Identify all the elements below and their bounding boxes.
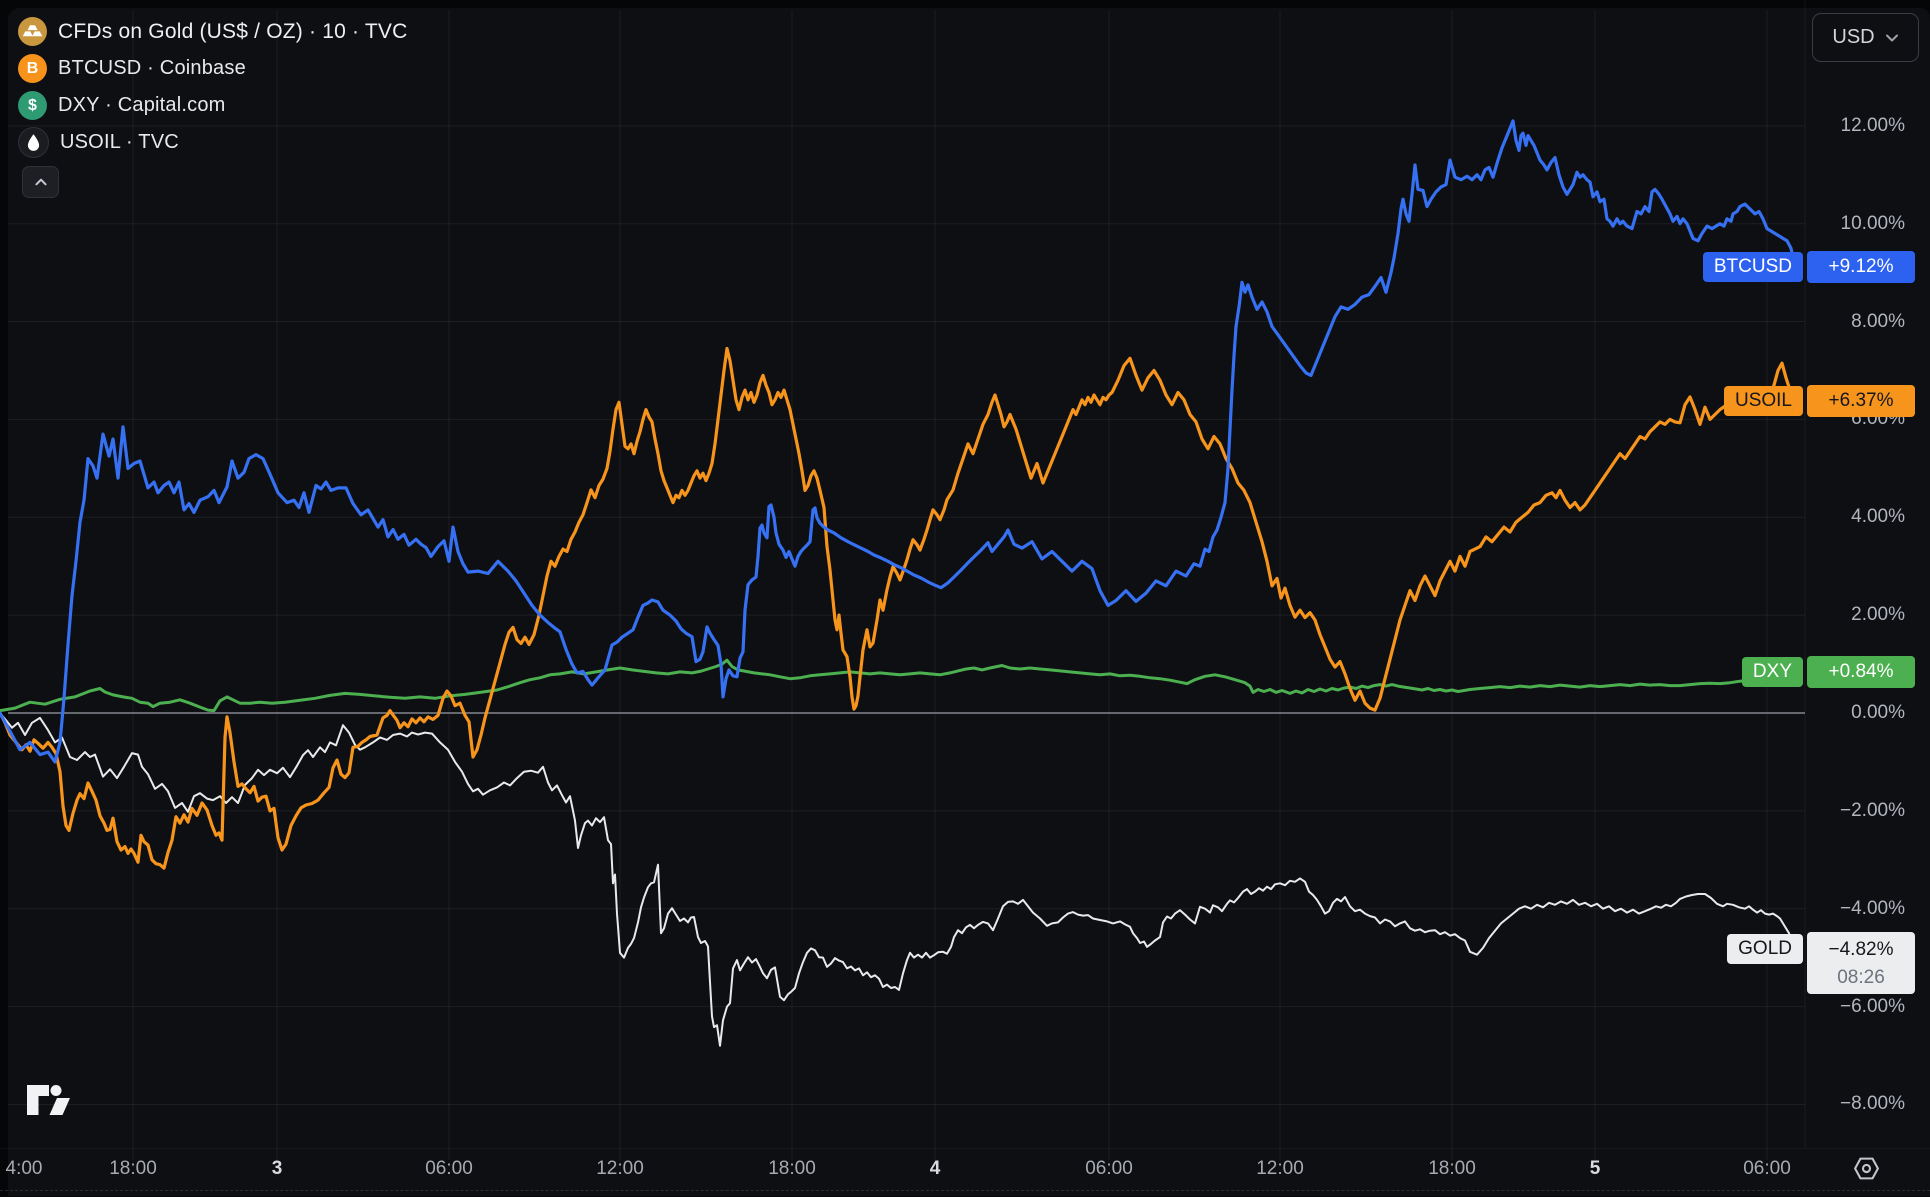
legend: CFDs on Gold (US$ / OZ) · 10 · TVC B BTC… [18,15,408,159]
y-axis-label: −8.00% [1810,1092,1905,1116]
legend-title[interactable]: BTCUSD · Coinbase [58,57,246,80]
x-axis-label: 18:00 [1407,1149,1497,1187]
gold-series-line[interactable] [0,713,1795,1046]
x-axis-label: 12:00 [1235,1149,1325,1187]
usoil-series-label: USOIL [1724,386,1803,416]
gold-price-tag: −4.82%08:26 [1807,932,1915,994]
gold-countdown-timer: 08:26 [1837,965,1885,991]
y-axis-label: −4.00% [1810,897,1905,921]
btcusd-price-tag: +9.12% [1807,251,1915,283]
x-axis-label: 3 [232,1149,322,1187]
legend-row-dxy[interactable]: $ DXY · Capital.com [18,89,408,122]
legend-row-btcusd[interactable]: B BTCUSD · Coinbase [18,52,408,85]
usoil-price-tag: +6.37% [1807,385,1915,417]
dxy-series-label: DXY [1742,657,1803,687]
btcusd-price-tag-value: +9.12% [1829,252,1894,282]
dxy-series-line[interactable] [0,660,1795,710]
legend-row-gold[interactable]: CFDs on Gold (US$ / OZ) · 10 · TVC [18,15,408,48]
btcusd-series-line[interactable] [0,121,1795,762]
gold-bars-icon [18,17,47,46]
x-axis-label: 18:00 [747,1149,837,1187]
bitcoin-icon: B [18,54,47,83]
gold-price-tag-value: −4.82% [1829,935,1894,965]
x-axis-label: 06:00 [1722,1149,1812,1187]
bottom-separator [0,1190,1930,1191]
currency-label: USD [1832,26,1874,49]
y-axis-label: −6.00% [1810,995,1905,1019]
y-axis-label: 2.00% [1810,603,1905,627]
btcusd-series-label: BTCUSD [1703,252,1803,282]
x-axis-label: 5 [1550,1149,1640,1187]
legend-title[interactable]: DXY · Capital.com [58,94,226,117]
gold-series-label: GOLD [1727,934,1803,964]
dxy-price-tag: +0.84% [1807,656,1915,688]
oil-drop-icon [18,127,49,158]
usoil-series-line[interactable] [0,349,1795,869]
y-axis-label: 8.00% [1810,310,1905,334]
legend-row-usoil[interactable]: USOIL · TVC [18,126,408,159]
x-axis-label: 4:00 [0,1149,69,1187]
x-axis-label: 06:00 [1064,1149,1154,1187]
tradingview-logo[interactable] [26,1084,82,1121]
legend-collapse-button[interactable] [22,166,59,198]
usoil-price-tag-value: +6.37% [1829,386,1894,416]
dxy-price-tag-value: +0.84% [1829,657,1894,687]
bitcoin-glyph: B [27,60,39,78]
settings-hexagon-icon [1853,1155,1880,1182]
chart-settings-button[interactable] [1848,1150,1884,1186]
y-axis-label: 12.00% [1810,114,1905,138]
x-axis-label: 12:00 [575,1149,665,1187]
legend-title[interactable]: USOIL · TVC [60,131,179,154]
dollar-glyph: $ [28,97,37,115]
y-axis-label: −2.00% [1810,799,1905,823]
dollar-icon: $ [18,91,47,120]
legend-title[interactable]: CFDs on Gold (US$ / OZ) · 10 · TVC [58,20,408,44]
y-axis-label: 0.00% [1810,701,1905,725]
currency-selector[interactable]: USD [1812,13,1919,62]
x-axis-label: 4 [890,1149,980,1187]
chevron-down-icon [1885,33,1899,43]
x-axis-label: 06:00 [404,1149,494,1187]
x-axis-label: 18:00 [88,1149,178,1187]
y-axis-label: 10.00% [1810,212,1905,236]
y-axis-label: 4.00% [1810,505,1905,529]
chevron-up-icon [30,171,52,193]
